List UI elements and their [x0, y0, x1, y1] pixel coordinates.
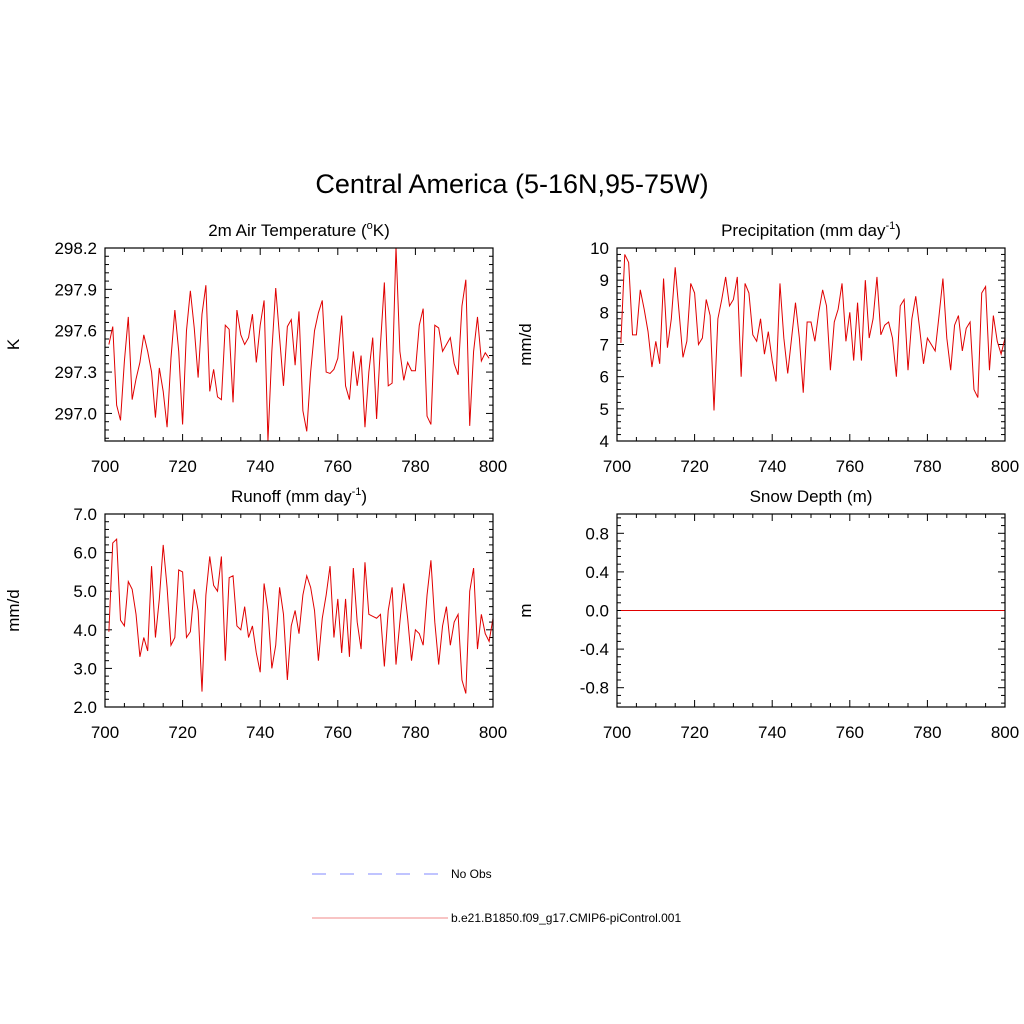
y-tick-label: 7.0 — [73, 505, 97, 524]
panel-3: Runoff (mm day-1) mm/d 700 720 740 760 780 800 2… — [4, 486, 507, 742]
x-tick-label: 780 — [401, 723, 429, 742]
panel-title-superscript: -1 — [885, 220, 895, 232]
plot-frame — [616, 247, 1006, 442]
panel-title: 2m Air Temperature (oK) — [208, 220, 390, 240]
x-tick-label: 720 — [168, 457, 196, 476]
x-tick-label: 740 — [246, 457, 274, 476]
panel-title-text: Precipitation (mm day — [721, 221, 886, 240]
series-line — [108, 537, 493, 694]
panel-title-end: ) — [895, 221, 901, 240]
y-tick-label: -0.4 — [580, 640, 609, 659]
y-tick-label: 3.0 — [73, 659, 97, 678]
y-axis-label: K — [4, 338, 23, 350]
x-tick-label: 800 — [991, 457, 1019, 476]
x-tick-label: 760 — [324, 457, 352, 476]
x-tick-label: 760 — [836, 723, 864, 742]
panel-1: 2m Air Temperature (oK) K 700 720 740 760 780 8… — [4, 220, 507, 476]
panel-4: Snow Depth (m) m 700 720 740 760 780 800 -0.8 -0.… — [516, 487, 1019, 742]
x-tick-label: 800 — [479, 723, 507, 742]
x-tick-label: 800 — [479, 457, 507, 476]
y-tick-label: 298.2 — [54, 239, 97, 258]
x-tick-label: 720 — [168, 723, 196, 742]
y-tick-label: 5 — [600, 400, 609, 419]
x-tick-label: 720 — [680, 457, 708, 476]
panel-title-text: Snow Depth (m) — [750, 487, 873, 506]
series-line — [620, 254, 1005, 411]
y-tick-label: 6 — [600, 368, 609, 387]
x-tick-label: 760 — [836, 457, 864, 476]
x-tick-label: 700 — [91, 723, 119, 742]
panel-grid: 2m Air Temperature (oK) K 700 720 740 760 780 8… — [4, 220, 1019, 742]
y-axis-label: mm/d — [4, 589, 23, 632]
x-tick-label: 700 — [603, 723, 631, 742]
x-tick-label: 760 — [324, 723, 352, 742]
y-tick-label: 297.3 — [54, 363, 97, 382]
y-tick-label: 8 — [600, 303, 609, 322]
x-tick-label: 740 — [758, 457, 786, 476]
series-line — [108, 248, 490, 441]
x-tick-label: 780 — [401, 457, 429, 476]
panel-title: Runoff (mm day-1) — [231, 486, 367, 506]
y-tick-label: 4 — [600, 432, 609, 451]
panel-title-text: Runoff (mm day — [231, 487, 352, 506]
panel-title: Precipitation (mm day-1) — [721, 220, 901, 240]
y-axis-label: mm/d — [516, 323, 535, 366]
y-tick-label: 4.0 — [73, 621, 97, 640]
x-tick-label: 720 — [680, 723, 708, 742]
legend: No Obs b.e21.B1850.f09_g17.CMIP6-piContr… — [312, 867, 681, 925]
figure-title: Central America (5-16N,95-75W) — [315, 169, 708, 199]
x-tick-label: 780 — [913, 457, 941, 476]
y-tick-label: 7 — [600, 336, 609, 355]
plot-frame — [104, 513, 494, 708]
panel-title: Snow Depth (m) — [750, 487, 873, 506]
panel-title-text: 2m Air Temperature ( — [208, 221, 367, 240]
x-tick-label: 800 — [991, 723, 1019, 742]
y-tick-label: 2.0 — [73, 698, 97, 717]
panel-title-superscript: o — [367, 220, 373, 232]
x-tick-label: 700 — [91, 457, 119, 476]
y-tick-label: 297.6 — [54, 322, 97, 341]
x-tick-label: 700 — [603, 457, 631, 476]
x-tick-label: 780 — [913, 723, 941, 742]
y-tick-label: 10 — [590, 239, 609, 258]
plot-frame — [104, 247, 494, 442]
plot-frame — [616, 513, 1006, 708]
panel-title-end: K) — [373, 221, 390, 240]
y-tick-label: 5.0 — [73, 582, 97, 601]
y-axis-label: m — [516, 603, 535, 617]
panel-title-superscript: -1 — [352, 486, 362, 498]
y-tick-label: 0.0 — [585, 602, 609, 621]
legend-obs-label: No Obs — [451, 867, 492, 881]
y-tick-label: 297.9 — [54, 280, 97, 299]
x-tick-label: 740 — [758, 723, 786, 742]
legend-model-label: b.e21.B1850.f09_g17.CMIP6-piControl.001 — [451, 911, 681, 925]
x-tick-label: 740 — [246, 723, 274, 742]
y-tick-label: 0.4 — [585, 563, 609, 582]
panel-title-end: ) — [361, 487, 367, 506]
y-tick-label: -0.8 — [580, 679, 609, 698]
y-tick-label: 6.0 — [73, 544, 97, 563]
panel-2: Precipitation (mm day-1) mm/d 700 720 740 760… — [516, 220, 1019, 476]
y-tick-label: 9 — [600, 271, 609, 290]
y-tick-label: 0.8 — [585, 524, 609, 543]
y-tick-label: 297.0 — [54, 404, 97, 423]
